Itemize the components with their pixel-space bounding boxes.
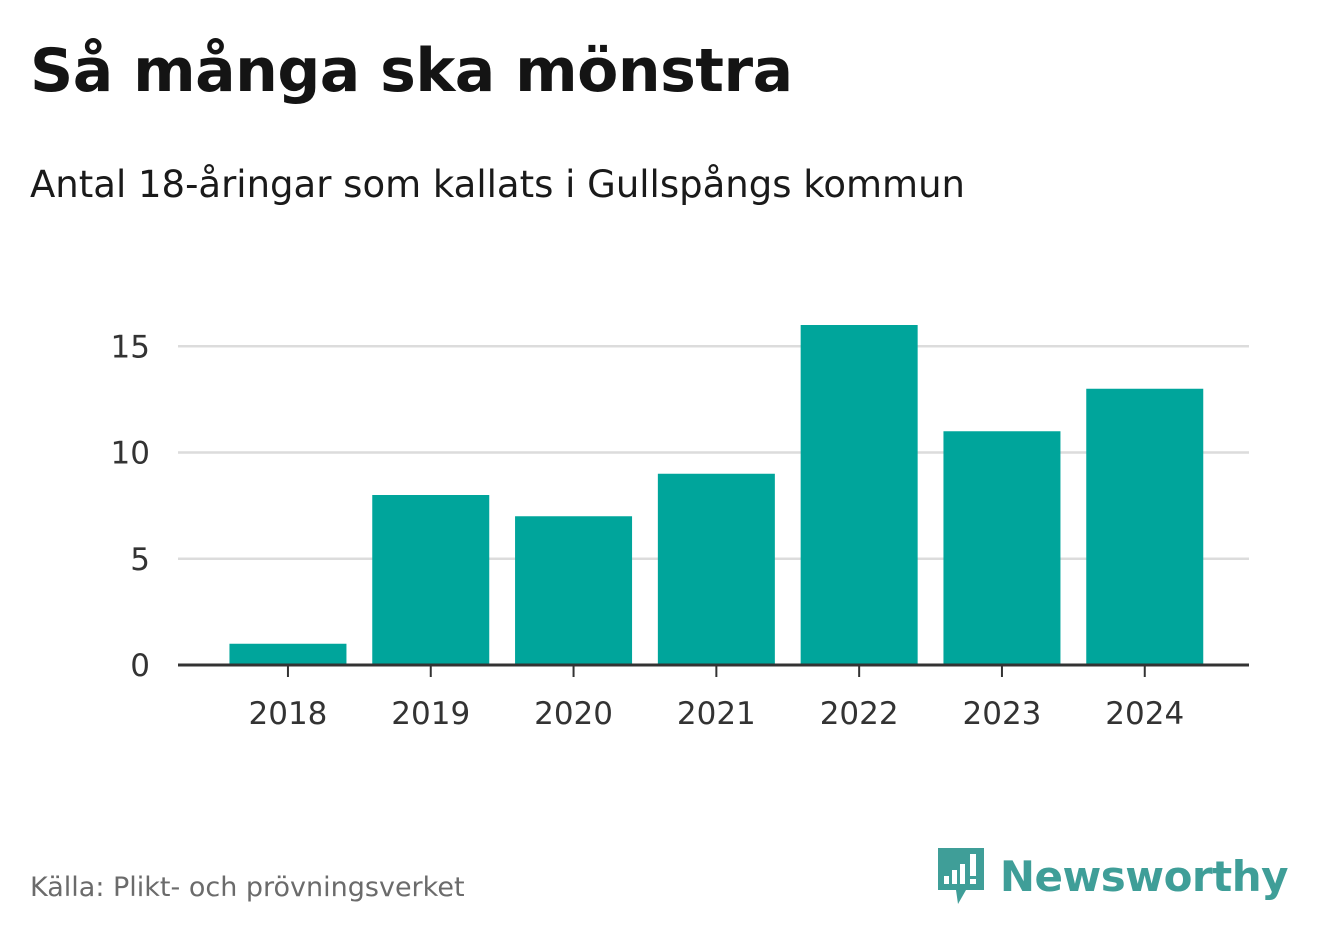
x-tick-label-2022: 2022	[820, 696, 899, 732]
bar-2020[interactable]	[515, 516, 633, 665]
x-tick-label-2021: 2021	[677, 696, 756, 732]
chart-title: Så många ska mönstra	[30, 36, 793, 106]
bar-2024[interactable]	[1086, 388, 1204, 665]
chart-subtitle: Antal 18-åringar som kallats i Gullspång…	[30, 163, 965, 206]
y-tick-label-10: 10	[111, 436, 150, 472]
bars	[229, 325, 1204, 665]
x-tick-label-2019: 2019	[391, 696, 470, 732]
axes	[178, 663, 1249, 677]
bar-2018[interactable]	[229, 643, 347, 665]
x-tick-label-2023: 2023	[963, 696, 1042, 732]
brand-logo[interactable]: Newsworthy	[936, 846, 1289, 906]
bar-2022[interactable]	[800, 325, 918, 665]
source-note: Källa: Plikt- och prövningsverket	[30, 872, 465, 903]
bar-2023[interactable]	[943, 431, 1061, 665]
tick-labels: 0 5 10 15 2018 2019 2020 2021 2022 2023 2024	[111, 329, 1185, 732]
y-tick-label-15: 15	[111, 329, 150, 365]
y-tick-label-5: 5	[130, 542, 150, 578]
brand-name: Newsworthy	[999, 851, 1289, 901]
x-tick-label-2018: 2018	[249, 696, 328, 732]
y-tick-label-0: 0	[130, 648, 150, 684]
x-tick-label-2020: 2020	[534, 696, 613, 732]
newsworthy-logo-icon	[937, 848, 984, 904]
bar-2019[interactable]	[372, 495, 490, 665]
x-tick-label-2024: 2024	[1105, 696, 1184, 732]
bar-2021[interactable]	[657, 473, 775, 665]
